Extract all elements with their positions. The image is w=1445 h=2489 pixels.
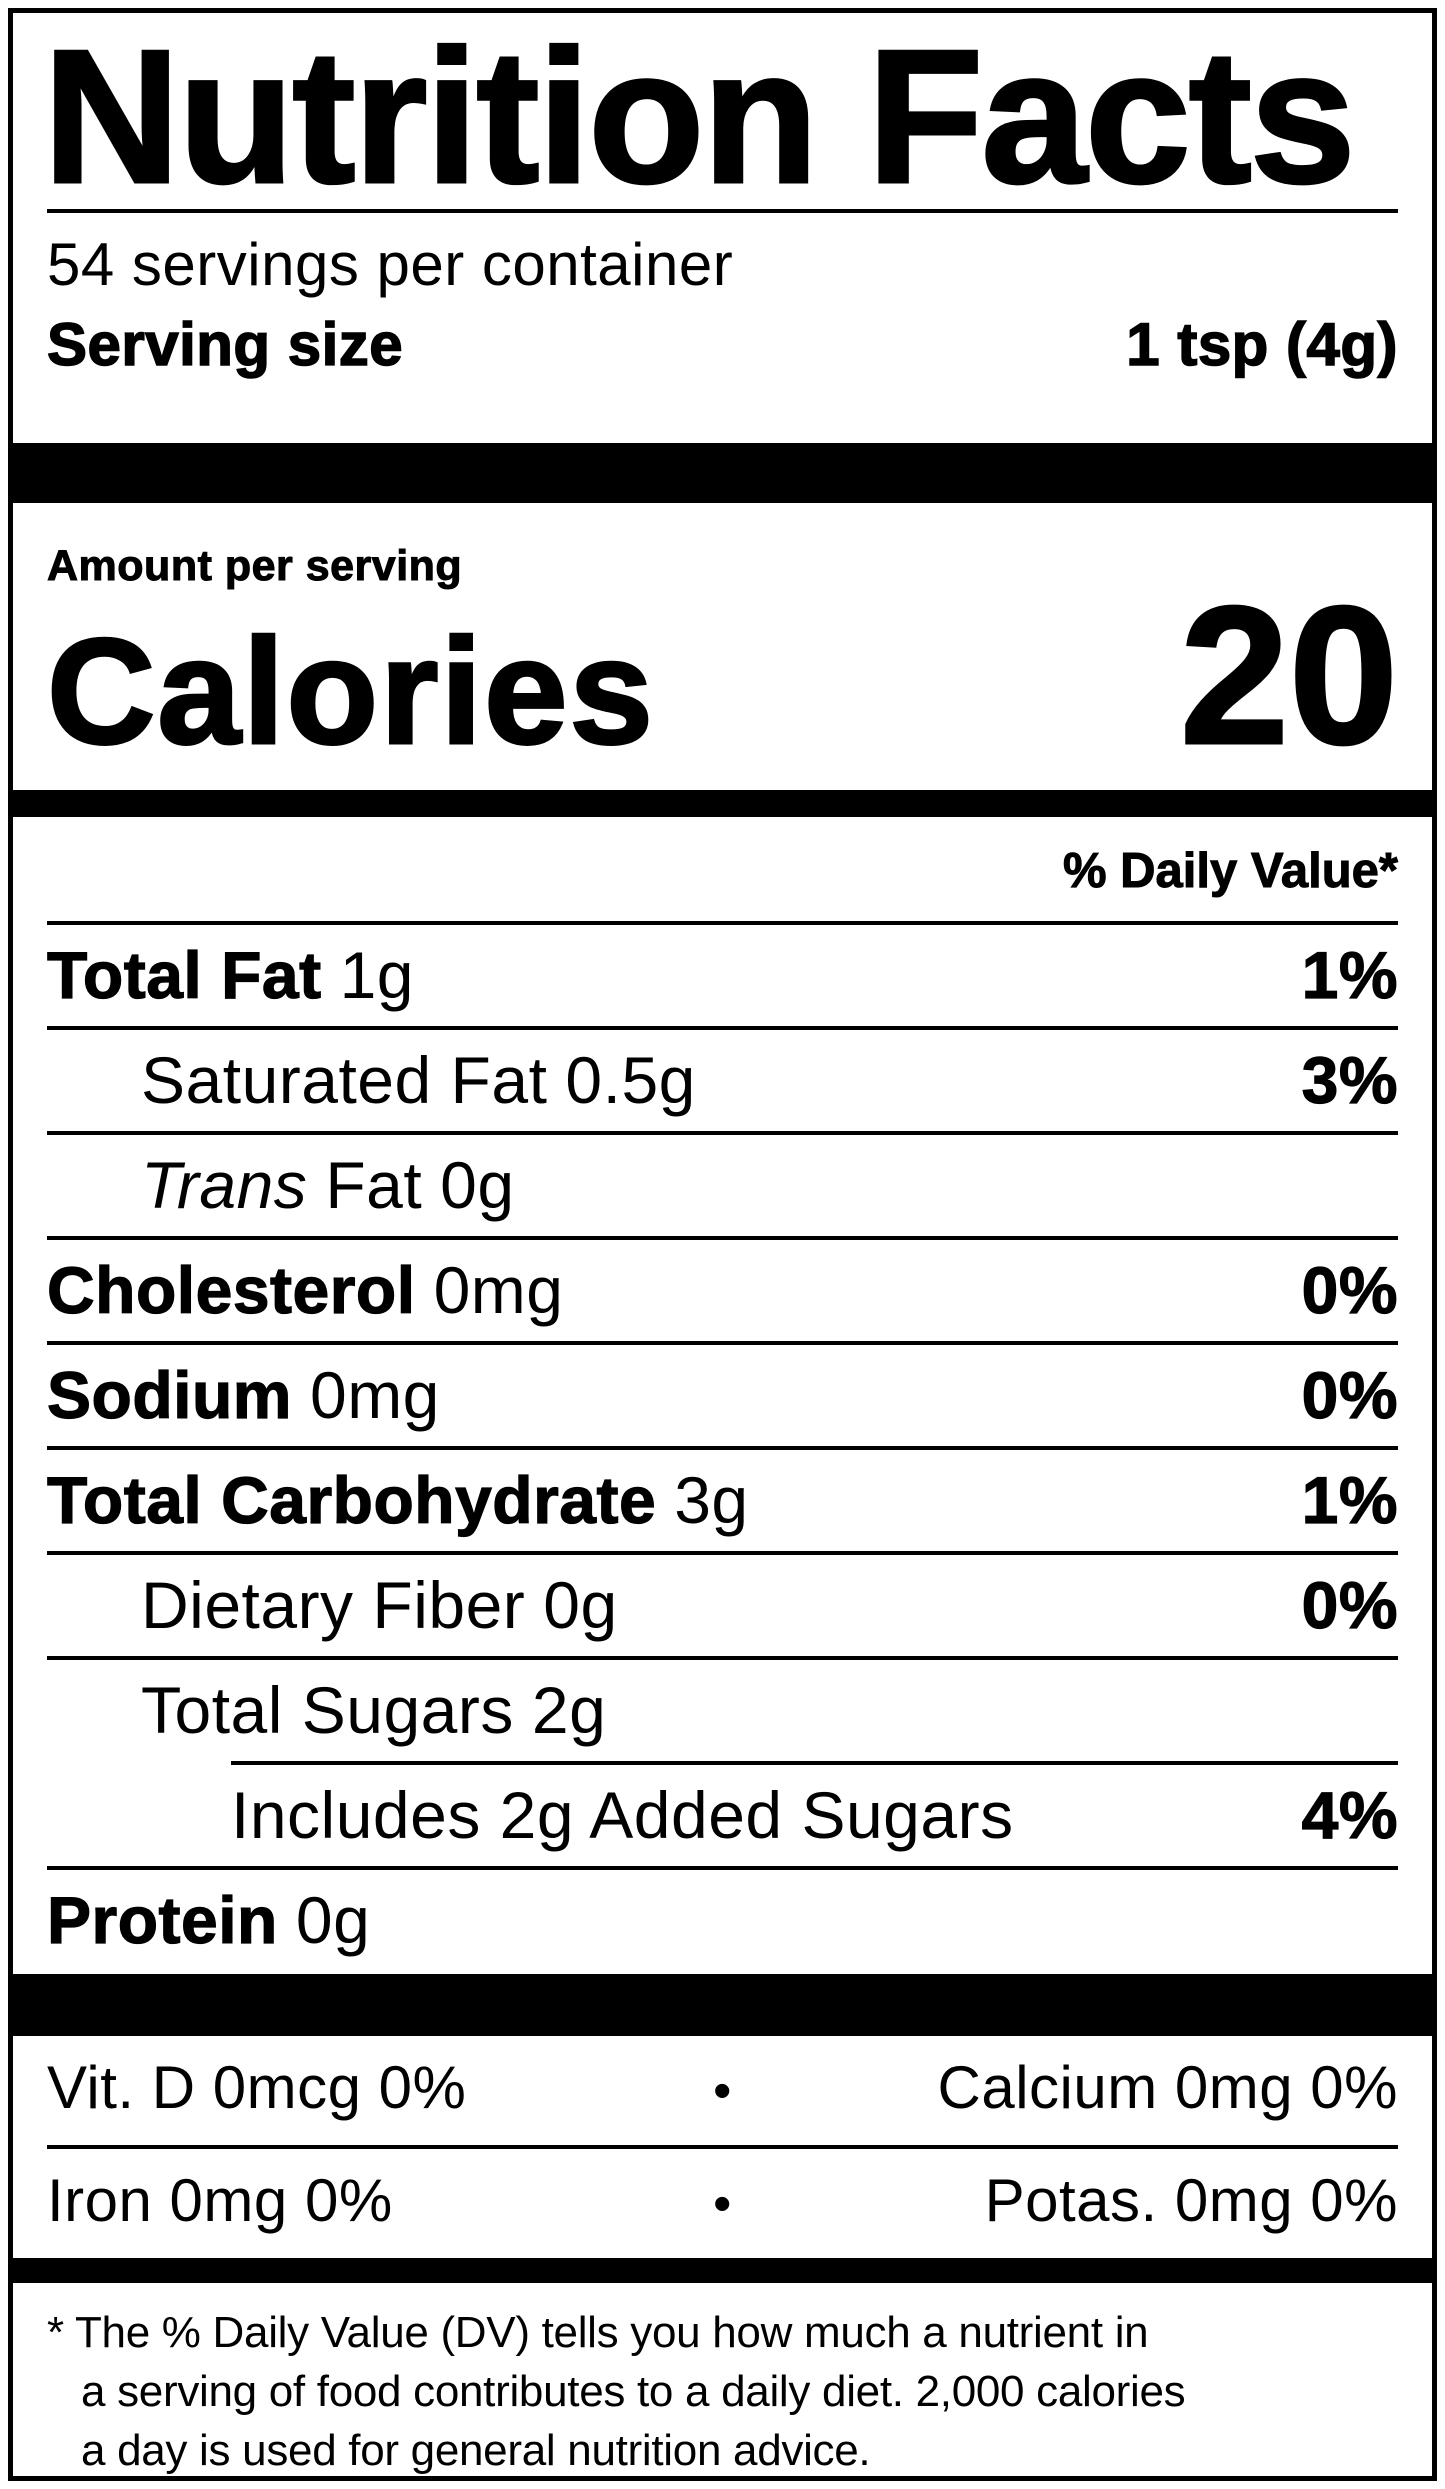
row-sodium: Sodium 0mg 0%	[46, 1345, 1398, 1450]
calories-value: 20	[1178, 566, 1399, 785]
bullet-separator: •	[713, 2174, 732, 2233]
bullet-separator: •	[713, 2061, 732, 2120]
micro-row-iron-potassium: Iron 0mg 0% • Potas. 0mg 0%	[47, 2149, 1398, 2258]
nutrient-daily-value: 4%	[1301, 1777, 1398, 1852]
divider-indented-added-sugars	[231, 1760, 1398, 1765]
nutrient-daily-value: 0%	[1301, 1567, 1398, 1642]
nutrient-name: Cholesterol 0mg	[46, 1252, 564, 1327]
micro-left-value: Iron 0mg 0%	[47, 2166, 393, 2234]
micronutrient-rows: Vit. D 0mcg 0% • Calcium 0mg 0% Iron 0mg…	[47, 2036, 1398, 2258]
nutrient-name: Includes 2g Added Sugars	[231, 1777, 1014, 1852]
micro-right-value: Potas. 0mg 0%	[984, 2166, 1398, 2234]
row-total-carbohydrate: Total Carbohydrate 3g 1%	[46, 1450, 1398, 1555]
row-protein: Protein 0g	[46, 1870, 1398, 1974]
daily-value-footnote: * The % Daily Value (DV) tells you how m…	[47, 2303, 1398, 2477]
footnote-line: a day is used for general nutrition advi…	[81, 2425, 871, 2475]
footnote-line: * The % Daily Value (DV) tells you how m…	[47, 2307, 1149, 2357]
servings-per-container: 54 servings per container	[47, 231, 734, 298]
row-total-sugars: Total Sugars 2g	[47, 1660, 1398, 1761]
calories-row: Calories 20	[46, 566, 1400, 785]
nutrient-name: Total Carbohydrate 3g	[46, 1462, 749, 1537]
micro-left-value: Vit. D 0mcg 0%	[47, 2053, 467, 2121]
row-saturated-fat: Saturated Fat 0.5g 3%	[47, 1030, 1398, 1135]
amount-per-serving-label: Amount per serving	[47, 542, 463, 590]
divider-medium-calories	[13, 789, 1432, 817]
nutrient-name: Sodium 0mg	[46, 1357, 440, 1432]
divider-thick-top	[13, 443, 1432, 503]
nutrient-name: Total Fat 1g	[46, 937, 415, 1012]
nutrient-rows: Total Fat 1g 1% Saturated Fat 0.5g 3% Tran…	[46, 920, 1398, 1974]
micro-right-value: Calcium 0mg 0%	[937, 2053, 1398, 2121]
divider-medium-footnote	[13, 2257, 1432, 2283]
row-added-sugars: Includes 2g Added Sugars 4%	[47, 1765, 1398, 1870]
row-cholesterol: Cholesterol 0mg 0%	[46, 1240, 1398, 1345]
calories-label: Calories	[46, 606, 655, 777]
nutrient-daily-value: 1%	[1301, 937, 1398, 1012]
nutrient-daily-value: 1%	[1301, 1462, 1398, 1537]
divider-under-title	[47, 209, 1398, 213]
divider-thick-bottom	[13, 1973, 1432, 2036]
nutrient-name: Protein 0g	[46, 1882, 371, 1957]
daily-value-header: % Daily Value*	[1062, 843, 1398, 898]
row-dietary-fiber: Dietary Fiber 0g 0%	[47, 1555, 1398, 1660]
nutrient-name: Trans Fat 0g	[141, 1147, 515, 1222]
footnote-line: a serving of food contributes to a daily…	[81, 2366, 1186, 2416]
label-title: Nutrition Facts	[42, 11, 1358, 223]
row-trans-fat: Trans Fat 0g	[47, 1135, 1398, 1240]
nutrition-facts-label: Nutrition Facts 54 servings per containe…	[8, 8, 1437, 2481]
serving-size-label: Serving size	[46, 311, 404, 378]
nutrient-name: Dietary Fiber 0g	[141, 1567, 618, 1642]
serving-size-row: Serving size 1 tsp (4g)	[46, 311, 1399, 378]
row-total-fat: Total Fat 1g 1%	[46, 925, 1398, 1030]
nutrient-daily-value: 3%	[1301, 1042, 1398, 1117]
nutrient-name: Total Sugars 2g	[141, 1672, 607, 1747]
nutrient-daily-value: 0%	[1301, 1357, 1398, 1432]
micro-row-vitd-calcium: Vit. D 0mcg 0% • Calcium 0mg 0%	[47, 2036, 1398, 2149]
nutrient-name: Saturated Fat 0.5g	[141, 1042, 696, 1117]
serving-size-value: 1 tsp (4g)	[1126, 311, 1399, 378]
nutrient-daily-value: 0%	[1301, 1252, 1398, 1327]
